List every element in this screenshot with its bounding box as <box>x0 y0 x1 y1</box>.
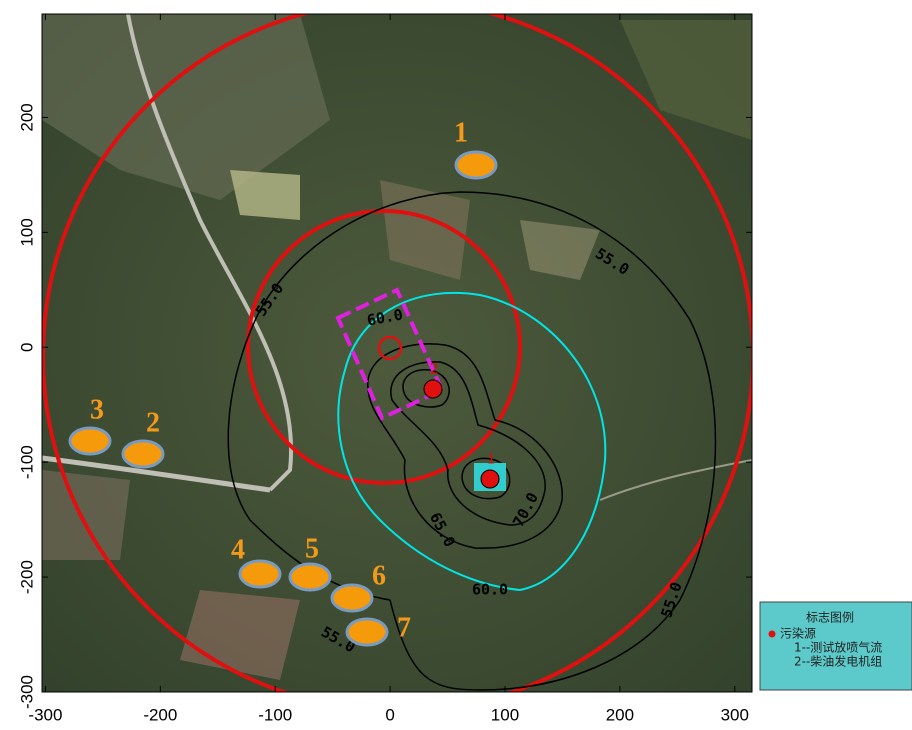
legend-title: 标志图例 <box>806 611 854 625</box>
contour-inner <box>402 369 511 500</box>
center-marker <box>377 335 403 361</box>
source-marker <box>480 469 500 489</box>
receptor <box>454 150 498 180</box>
x-tick-label: 300 <box>721 705 749 724</box>
y-tick-label: 0 <box>17 343 36 352</box>
x-tick-label: -100 <box>258 705 292 724</box>
receptor <box>238 559 282 589</box>
contour-60 <box>337 291 607 591</box>
receptor-label: 1 <box>454 117 468 148</box>
x-tick-label: -300 <box>28 705 62 724</box>
satellite-image <box>42 14 752 692</box>
x-tick-label: 200 <box>606 705 634 724</box>
receptor <box>345 617 389 647</box>
y-tick-label: 200 <box>17 103 36 131</box>
receptor-label: 2 <box>146 407 160 438</box>
legend-symbol <box>768 630 776 638</box>
legend-entry: 1--测试放喷气流 <box>794 640 882 655</box>
inner-ring <box>246 209 522 485</box>
y-tick-label: -100 <box>17 445 36 479</box>
source-marker <box>423 379 443 399</box>
contours <box>42 14 752 692</box>
receptor-label: 4 <box>231 534 245 565</box>
receptor-label: 5 <box>305 533 319 564</box>
legend-entry: 2--柴油发电机组 <box>794 654 882 669</box>
receptor-label: 6 <box>372 560 386 591</box>
receptor <box>330 583 374 613</box>
legend-item: 污染源 <box>780 626 816 641</box>
y-tick-label: -300 <box>17 675 36 709</box>
x-tick-label: 0 <box>385 705 394 724</box>
source-label: 2 <box>430 361 438 378</box>
receptor-label: 3 <box>90 394 104 425</box>
contour-55 <box>227 191 717 691</box>
legend-box <box>759 601 912 691</box>
source-label: 1 <box>487 451 495 468</box>
contour-65 <box>367 343 563 549</box>
x-tick-label: -200 <box>143 705 177 724</box>
contour-label: 60.0 <box>366 306 405 330</box>
legend: 标志图例 污染源 1--测试放喷气流 2--柴油发电机组 <box>759 601 912 691</box>
receptor-label: 7 <box>397 612 411 643</box>
y-tick-label: -200 <box>17 560 36 594</box>
contour-label: 60.0 <box>472 581 508 599</box>
y-tick-label: 100 <box>17 218 36 246</box>
site-boundary <box>335 287 445 421</box>
contour-70 <box>390 361 546 526</box>
plot-frame <box>41 13 753 693</box>
outer-ring <box>42 14 752 692</box>
receptor <box>288 562 332 592</box>
receptor <box>121 439 165 469</box>
x-tick-label: 100 <box>491 705 519 724</box>
receptor <box>68 426 112 456</box>
